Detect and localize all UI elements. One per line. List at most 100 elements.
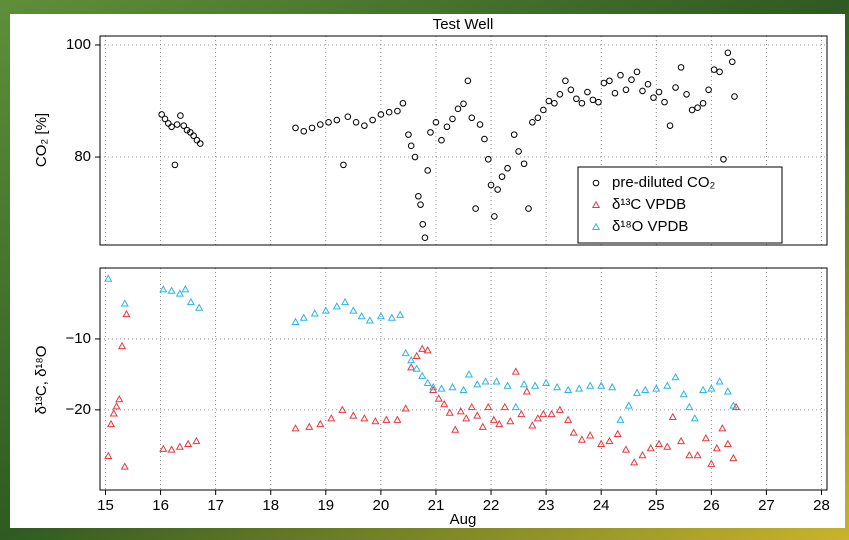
data-point xyxy=(666,122,674,129)
data-point xyxy=(464,77,472,85)
data-point xyxy=(175,289,184,297)
data-point xyxy=(503,381,512,389)
data-point xyxy=(349,306,358,314)
data-point xyxy=(644,80,652,88)
data-point xyxy=(357,312,366,320)
data-point xyxy=(321,306,330,314)
data-point xyxy=(299,313,308,321)
data-point xyxy=(495,419,504,428)
data-point xyxy=(595,98,602,106)
data-point xyxy=(429,382,438,391)
data-point xyxy=(438,136,445,144)
data-point xyxy=(352,118,360,126)
data-point xyxy=(377,111,385,118)
x-axis-label: Aug xyxy=(450,511,477,528)
data-point xyxy=(427,129,434,136)
data-point xyxy=(418,371,427,379)
data-point xyxy=(468,114,476,122)
data-point xyxy=(454,105,462,113)
legend-box xyxy=(577,166,783,244)
data-point xyxy=(451,425,460,433)
x-tick-label: 22 xyxy=(483,497,500,514)
data-point xyxy=(120,299,129,307)
data-point xyxy=(487,181,495,189)
data-point xyxy=(731,93,738,100)
x-tick-label: 16 xyxy=(152,497,169,514)
data-point xyxy=(510,131,518,138)
data-point xyxy=(167,286,176,294)
data-point xyxy=(401,404,410,412)
data-point xyxy=(407,142,415,150)
data-point xyxy=(104,274,113,282)
data-point xyxy=(699,99,707,107)
data-point xyxy=(411,153,419,161)
data-point xyxy=(365,316,374,324)
data-point xyxy=(646,443,655,452)
y-axis-label: δ¹³C, δ¹⁸O xyxy=(33,346,50,415)
data-point xyxy=(424,167,432,174)
y-tick-label: −10 xyxy=(66,330,91,347)
data-point xyxy=(423,346,432,354)
data-point xyxy=(387,313,396,321)
data-point xyxy=(478,422,487,430)
data-point xyxy=(472,205,479,212)
legend-marker xyxy=(592,179,600,187)
data-point xyxy=(106,419,116,428)
data-point xyxy=(676,436,686,445)
data-point xyxy=(723,387,732,395)
data-point xyxy=(564,385,573,394)
data-point xyxy=(491,213,498,220)
x-tick-label: 15 xyxy=(97,497,114,514)
data-point xyxy=(183,126,191,134)
data-point xyxy=(464,370,474,378)
data-point xyxy=(423,378,432,386)
data-point xyxy=(385,108,393,116)
data-point xyxy=(672,84,679,91)
data-point xyxy=(473,380,482,388)
data-point xyxy=(115,394,124,403)
data-point xyxy=(724,49,732,57)
data-point xyxy=(650,94,657,101)
data-point xyxy=(540,106,547,114)
legend-label: δ¹³C VPDB xyxy=(612,196,686,213)
data-point xyxy=(663,442,672,450)
data-point xyxy=(728,58,736,66)
data-point xyxy=(412,351,421,360)
legend-label: pre-diluted CO₂ xyxy=(612,174,716,191)
data-point xyxy=(484,402,493,411)
x-tick-label: 27 xyxy=(758,497,775,514)
data-point xyxy=(396,310,405,318)
data-point xyxy=(652,384,661,392)
x-tick-label: 19 xyxy=(317,497,334,514)
data-point xyxy=(361,122,368,129)
data-point xyxy=(305,422,314,430)
data-point xyxy=(445,408,454,416)
data-point xyxy=(661,98,668,106)
data-point xyxy=(584,88,591,96)
data-point xyxy=(158,111,165,118)
data-point xyxy=(473,411,482,419)
x-tick-label: 25 xyxy=(648,497,665,514)
data-point xyxy=(484,155,492,163)
data-point xyxy=(586,431,595,439)
data-point xyxy=(511,367,520,375)
data-point xyxy=(167,445,176,453)
data-point xyxy=(504,164,511,172)
data-point xyxy=(707,459,716,467)
data-point xyxy=(421,234,429,242)
y-axis-label: CO₂ [%] xyxy=(33,113,50,167)
data-point xyxy=(462,414,471,422)
data-point xyxy=(434,394,443,402)
data-point xyxy=(534,114,542,122)
data-point xyxy=(685,451,694,459)
data-point xyxy=(630,458,639,466)
data-point xyxy=(515,148,522,155)
data-point xyxy=(419,220,427,228)
data-point xyxy=(707,384,716,392)
data-point xyxy=(578,99,586,107)
data-point xyxy=(333,116,341,124)
legend-marker xyxy=(591,200,601,209)
data-point xyxy=(639,87,646,95)
data-point xyxy=(292,124,299,132)
